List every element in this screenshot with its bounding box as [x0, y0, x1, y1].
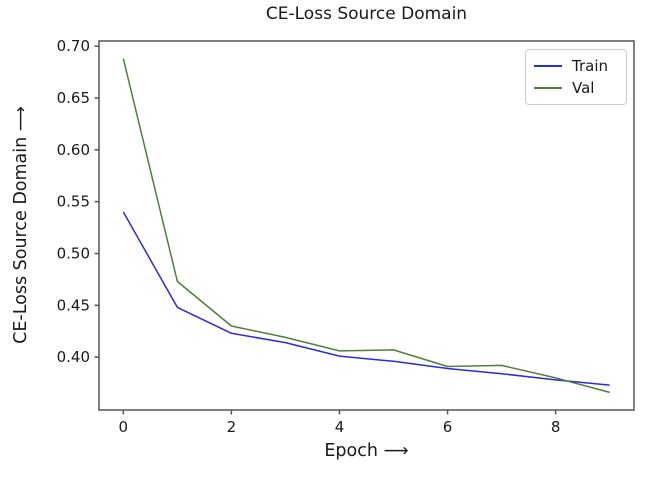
- x-tick-label: 8: [551, 418, 561, 436]
- axes-frame: [98, 40, 635, 411]
- y-tick-label: 0.50: [57, 244, 90, 262]
- legend-label-train: Train: [572, 57, 608, 75]
- legend-label-val: Val: [572, 79, 595, 97]
- val-line-swatch: [534, 87, 562, 89]
- y-tick-label: 0.45: [57, 296, 90, 314]
- y-tick-label: 0.60: [57, 141, 90, 159]
- y-tick-label: 0.65: [57, 89, 90, 107]
- x-tick-label: 0: [119, 418, 129, 436]
- chart-title: CE-Loss Source Domain: [265, 4, 468, 24]
- legend: Train Val: [525, 49, 627, 105]
- val-line: [122, 58, 610, 394]
- legend-item-val: Val: [534, 79, 618, 97]
- y-tick-label: 0.40: [57, 348, 90, 366]
- x-tick-label: 2: [227, 418, 237, 436]
- x-tick-label: 4: [335, 418, 345, 436]
- x-axis-label: Epoch ⟶: [324, 441, 409, 461]
- legend-item-train: Train: [534, 57, 618, 75]
- train-line-swatch: [534, 65, 562, 67]
- y-tick-label: 0.55: [57, 193, 90, 211]
- y-tick-label: 0.70: [57, 37, 90, 55]
- x-tick-label: 6: [443, 418, 453, 436]
- train-line: [122, 211, 610, 386]
